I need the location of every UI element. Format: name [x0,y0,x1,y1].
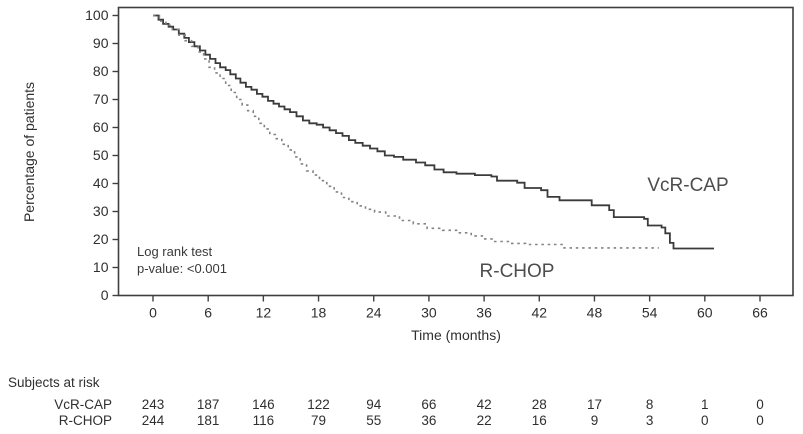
logrank-annotation-line2: p-value: <0.001 [137,261,227,276]
x-tick-label: 6 [204,305,212,321]
risk-count: 66 [421,397,437,412]
risk-count: 55 [366,413,382,428]
x-tick-label: 24 [366,305,382,321]
risk-count: 116 [252,413,275,428]
survival-curves [153,14,714,250]
risk-count: 79 [311,413,327,428]
risk-count: 0 [701,413,709,428]
risk-count: 28 [531,397,547,412]
x-tick-label: 18 [311,305,327,321]
risk-count: 243 [141,397,165,412]
x-tick-label: 36 [476,305,492,321]
x-axis-title: Time (months) [411,327,501,343]
y-tick-label: 0 [101,287,109,303]
y-tick-label: 80 [93,63,109,79]
risk-count: 94 [366,397,382,412]
x-tick-label: 30 [421,305,437,321]
plot-border [117,6,794,297]
y-tick-label: 100 [85,7,109,23]
y-tick-label: 90 [93,35,109,51]
logrank-annotation-line1: Log rank test [137,244,213,259]
y-tick-label: 10 [93,259,109,275]
risk-count: 42 [476,397,492,412]
risk-count: 181 [196,413,220,428]
risk-count: 9 [590,413,599,428]
risk-count: 146 [252,397,275,412]
subjects-at-risk-table: Subjects at risk VcR-CAP 243 187 146 122 94 66… [0,371,803,433]
x-tick-label: 66 [752,305,768,321]
risk-count: 17 [586,397,602,412]
risk-count: 122 [307,397,330,412]
risk-count: 8 [645,397,654,412]
y-tick-label: 20 [93,231,109,247]
risk-count: 187 [196,397,220,412]
y-axis-ticks: 0 10 20 30 40 50 60 70 80 90 100 [85,7,119,303]
x-tick-label: 12 [256,305,272,321]
y-tick-label: 70 [93,91,109,107]
risk-count: 1 [701,397,709,412]
risk-count: 0 [756,397,764,412]
x-tick-label: 42 [531,305,547,321]
y-axis-title: Percentage of patients [21,82,37,222]
x-tick-label: 60 [697,305,713,321]
y-tick-label: 30 [93,203,109,219]
y-tick-label: 50 [93,147,109,163]
r-chop-curve [153,14,659,249]
y-tick-label: 40 [93,175,109,191]
r-chop-curve-label: R-CHOP [480,261,555,282]
survival-chart: 0 10 20 30 40 50 60 70 80 90 100 0 6 12 18 24 30 36 42 48 5… [21,6,794,343]
vcr-cap-curve-label: VcR-CAP [647,175,728,196]
x-axis-ticks: 0 6 12 18 24 30 36 42 48 54 60 66 [149,295,768,321]
risk-count: 36 [421,413,437,428]
y-tick-label: 60 [93,119,109,135]
risk-row-label: VcR-CAP [54,397,112,412]
risk-count: 3 [645,413,654,428]
risk-count: 0 [756,413,764,428]
risk-count: 22 [476,413,492,428]
x-tick-label: 48 [587,305,603,321]
vcr-cap-curve [153,14,714,250]
risk-table-title: Subjects at risk [8,375,100,390]
x-tick-label: 0 [149,305,157,321]
risk-row-label: R-CHOP [58,413,112,428]
risk-count: 244 [141,413,165,428]
risk-row-r-chop: R-CHOP 244 181 116 79 55 36 22 16 9 3 0 0 [0,413,803,429]
risk-count: 16 [531,413,547,428]
risk-row-vcr-cap: VcR-CAP 243 187 146 122 94 66 42 28 17 8 1 0 [0,397,803,413]
x-tick-label: 54 [642,305,658,321]
